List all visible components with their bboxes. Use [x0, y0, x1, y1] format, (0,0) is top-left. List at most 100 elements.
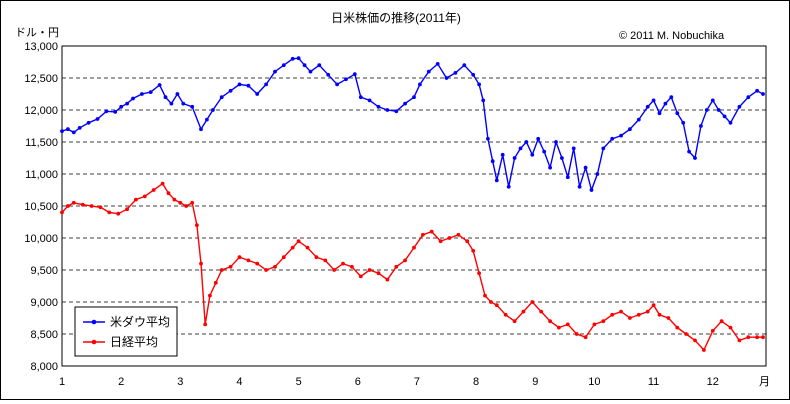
y-tick-label: 8,000	[30, 361, 58, 373]
x-tick-label: 10	[588, 376, 600, 388]
data-point-0	[675, 111, 680, 116]
data-point-0	[169, 101, 174, 106]
data-point-1	[651, 303, 656, 308]
data-point-1	[666, 316, 671, 320]
data-point-0	[444, 76, 449, 80]
data-point-0	[175, 92, 180, 96]
data-point-0	[453, 71, 458, 75]
y-tick-label: 10,000	[24, 233, 58, 245]
data-point-0	[565, 175, 570, 180]
data-point-1	[746, 335, 751, 340]
data-point-1	[447, 236, 452, 240]
data-point-0	[490, 159, 495, 164]
chart-title: 日米株価の推移(2011年)	[331, 10, 461, 25]
data-point-0	[589, 188, 594, 192]
data-point-1	[350, 264, 354, 269]
data-point-1	[483, 293, 487, 298]
data-point-1	[403, 258, 407, 263]
data-point-1	[610, 312, 615, 317]
data-point-0	[583, 165, 588, 170]
y-tick-label: 12,000	[24, 105, 58, 117]
data-point-1	[657, 312, 662, 317]
data-point-1	[394, 264, 399, 269]
y-tick-label: 9,500	[30, 265, 58, 277]
data-point-1	[190, 200, 195, 205]
data-point-0	[462, 63, 467, 68]
data-point-0	[302, 63, 307, 68]
data-point-0	[113, 110, 118, 114]
data-point-0	[255, 92, 260, 96]
legend-box	[74, 306, 178, 357]
x-tick-label: 6	[355, 376, 361, 388]
data-point-0	[86, 120, 91, 125]
data-point-1	[456, 232, 461, 237]
data-point-1	[628, 316, 632, 320]
data-point-0	[163, 95, 168, 100]
data-point-1	[184, 204, 189, 208]
data-point-0	[477, 82, 481, 87]
data-point-0	[95, 117, 100, 121]
data-point-1	[160, 181, 165, 186]
data-point-0	[571, 146, 576, 151]
data-point-0	[669, 95, 674, 100]
y-tick-label: 11,000	[25, 169, 58, 181]
y-tick-label: 13,000	[24, 41, 58, 53]
data-point-0	[663, 101, 668, 106]
x-tick-label: 3	[177, 376, 183, 388]
data-point-0	[481, 98, 486, 103]
data-point-0	[737, 104, 742, 109]
data-point-0	[716, 108, 721, 112]
data-point-1	[675, 325, 680, 330]
data-point-0	[693, 156, 697, 160]
x-tick-label: 7	[414, 376, 420, 388]
data-point-0	[237, 82, 242, 87]
data-point-0	[554, 140, 558, 144]
y-tick-label: 8,500	[30, 329, 58, 341]
legend-marker-dow	[91, 319, 97, 325]
data-point-0	[199, 127, 203, 132]
data-point-0	[190, 104, 195, 109]
data-point-1	[199, 261, 203, 266]
data-point-0	[335, 82, 339, 87]
data-point-1	[281, 255, 286, 260]
data-point-0	[636, 117, 641, 122]
data-point-0	[728, 120, 733, 125]
data-point-1	[548, 319, 552, 324]
data-point-1	[521, 309, 526, 314]
data-point-0	[412, 95, 416, 100]
data-point-1	[619, 309, 623, 314]
data-point-0	[290, 56, 295, 61]
data-point-0	[104, 109, 109, 114]
series-line-1	[61, 182, 763, 352]
x-tick-label: 4	[236, 376, 242, 388]
data-point-0	[560, 156, 564, 160]
data-point-1	[305, 245, 310, 250]
data-point-1	[332, 268, 336, 272]
data-point-1	[195, 223, 199, 228]
data-point-1	[489, 300, 493, 304]
data-point-1	[684, 332, 688, 336]
data-point-0	[601, 146, 606, 151]
data-point-1	[755, 335, 759, 340]
data-point-1	[203, 322, 208, 327]
x-tick-labels: 1 2 3 4 5 6 7 8 9 10 11 12	[59, 376, 719, 388]
legend-label-nikkei: 日経平均	[110, 335, 158, 349]
data-point-0	[344, 77, 348, 82]
data-point-1	[438, 239, 443, 244]
data-point-0	[358, 95, 363, 100]
data-point-1	[213, 280, 218, 285]
data-point-1	[219, 268, 224, 272]
data-point-1	[421, 232, 425, 237]
data-point-1	[429, 229, 434, 234]
data-point-1	[142, 194, 147, 199]
x-axis-unit: 月	[759, 376, 770, 388]
data-point-0	[317, 63, 322, 68]
data-point-1	[412, 245, 416, 250]
x-tick-label: 5	[296, 376, 302, 388]
data-point-0	[651, 98, 656, 103]
data-point-0	[500, 152, 505, 157]
data-point-0	[530, 152, 535, 157]
data-point-1	[471, 248, 476, 253]
data-point-0	[264, 82, 268, 87]
data-point-0	[66, 127, 70, 132]
